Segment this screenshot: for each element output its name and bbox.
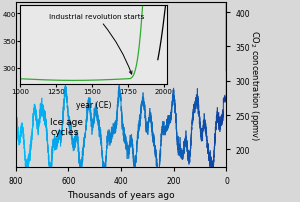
Text: Ice age
cycles: Ice age cycles: [50, 118, 83, 137]
X-axis label: Thousands of years ago: Thousands of years ago: [67, 190, 175, 199]
Y-axis label: CO$_2$ concentration (ppmv): CO$_2$ concentration (ppmv): [248, 29, 261, 140]
